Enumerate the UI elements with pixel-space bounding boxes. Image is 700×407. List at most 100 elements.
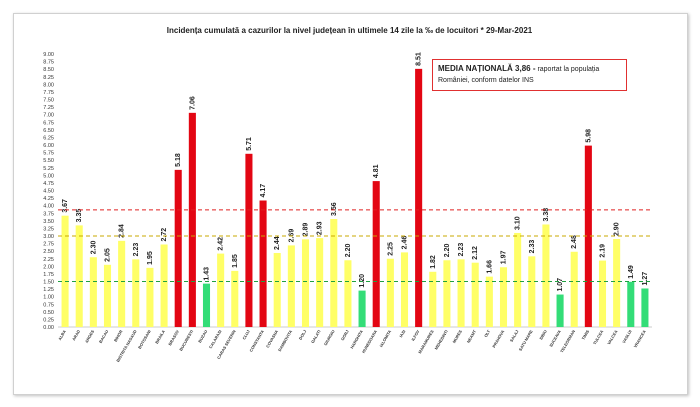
y-tick-label: 1.25 <box>43 287 54 293</box>
y-tick-label: 3.75 <box>43 211 54 217</box>
bar <box>400 252 409 327</box>
x-tick-label: ARGES <box>84 329 96 344</box>
data-label: 2.33 <box>529 240 536 254</box>
data-label: 5.18 <box>175 153 182 167</box>
bar <box>330 219 338 327</box>
x-tick-label: COVASNA <box>265 329 279 349</box>
y-tick-label: 1.75 <box>43 272 54 278</box>
national-average-text: raportat la populația României, conform … <box>438 66 600 84</box>
x-tick-label: SUCEAVA <box>548 329 562 348</box>
data-label: 4.17 <box>260 184 267 198</box>
data-label: 2.90 <box>614 222 621 236</box>
y-tick-label: 5.25 <box>43 166 54 172</box>
bar <box>613 239 621 327</box>
national-average-label: MEDIA NAȚIONALĂ 3,86 - <box>438 64 536 73</box>
y-tick-label: 0.25 <box>43 317 54 323</box>
bar <box>316 238 324 327</box>
y-tick-label: 2.25 <box>43 257 54 263</box>
data-label: 2.42 <box>218 237 225 251</box>
x-tick-label: ARAD <box>71 329 81 342</box>
y-tick-label: 4.50 <box>43 189 54 195</box>
x-tick-label: VASLUI <box>621 329 633 344</box>
y-tick-label: 7.50 <box>43 98 54 104</box>
y-tick-label: 7.75 <box>43 90 54 96</box>
y-tick-label: 7.00 <box>43 113 54 119</box>
bar <box>485 276 493 327</box>
bar <box>202 283 211 327</box>
x-tick-label: CALARASI <box>208 329 223 349</box>
x-tick-label: CONSTANTA <box>248 329 265 353</box>
bar <box>372 181 380 327</box>
y-tick-label: 4.25 <box>43 196 54 202</box>
bar <box>443 260 451 327</box>
bar <box>287 245 295 327</box>
bar <box>132 259 140 327</box>
bar <box>584 145 592 327</box>
x-tick-label: VRANCEA <box>633 329 647 349</box>
data-label: 8.51 <box>416 52 423 66</box>
x-tick-label: BUCURESTI <box>178 329 194 352</box>
bar <box>188 112 196 327</box>
bar <box>641 288 649 327</box>
data-label: 2.84 <box>119 224 126 238</box>
y-tick-label: 0.75 <box>43 302 54 308</box>
bar <box>514 232 522 327</box>
x-tick-label: MURES <box>451 329 463 344</box>
x-tick-label: ILFOV <box>410 329 420 342</box>
data-label: 2.12 <box>472 246 479 260</box>
data-label: 1.43 <box>204 267 211 281</box>
y-tick-label: 2.50 <box>43 249 54 255</box>
bar <box>103 264 112 327</box>
bar <box>570 251 578 327</box>
data-label: 2.48 <box>571 235 578 249</box>
bar <box>499 267 508 327</box>
x-tick-label: SALAJ <box>509 329 520 343</box>
y-tick-label: 8.25 <box>43 75 54 81</box>
x-tick-label: ALBA <box>57 329 67 341</box>
data-label: 1.20 <box>359 274 366 288</box>
bar <box>471 262 479 327</box>
y-tick-label: 6.75 <box>43 120 54 126</box>
data-label: 2.19 <box>600 244 607 258</box>
bar <box>217 253 225 327</box>
data-label: 2.30 <box>90 241 97 255</box>
data-label: 1.07 <box>557 278 564 292</box>
y-tick-label: 4.00 <box>43 204 54 210</box>
bar <box>118 240 126 327</box>
bar <box>556 294 564 327</box>
x-tick-label: TELEORMAN <box>559 329 576 354</box>
data-label: 2.23 <box>458 243 465 257</box>
bar <box>415 68 423 327</box>
data-label: 1.82 <box>430 255 437 269</box>
x-tick-label: BRAILA <box>154 329 166 345</box>
bar <box>429 271 437 327</box>
x-tick-label: GIURGIU <box>323 329 336 346</box>
x-tick-label: GALATI <box>310 329 322 344</box>
x-tick-label: SIBIU <box>538 329 548 341</box>
y-tick-label: 2.75 <box>43 242 54 248</box>
data-label: 1.66 <box>486 260 493 274</box>
x-tick-label: IALOMITA <box>378 329 392 348</box>
x-tick-label: VALCEA <box>606 329 618 346</box>
y-tick-label: 8.75 <box>43 60 54 66</box>
data-label: 5.71 <box>246 137 253 151</box>
y-tick-label: 6.50 <box>43 128 54 134</box>
x-tick-label: OLT <box>483 329 491 339</box>
data-label: 4.81 <box>373 164 380 178</box>
y-tick-label: 1.00 <box>43 295 54 301</box>
bar <box>627 281 635 327</box>
data-label: 1.27 <box>642 272 649 286</box>
y-tick-label: 0.00 <box>43 325 54 331</box>
x-tick-label: BRASOV <box>167 329 180 347</box>
x-tick-label: CLUJ <box>241 329 251 341</box>
x-tick-label: IASI <box>398 329 406 338</box>
y-tick-label: 5.50 <box>43 158 54 164</box>
bar <box>598 260 607 327</box>
y-tick-label: 1.50 <box>43 280 54 286</box>
national-average-note: MEDIA NAȚIONALĂ 3,86 - raportat la popul… <box>432 59 627 91</box>
bar <box>259 200 267 327</box>
bar <box>542 224 550 327</box>
data-label: 1.49 <box>628 265 635 279</box>
y-tick-label: 3.25 <box>43 226 54 232</box>
